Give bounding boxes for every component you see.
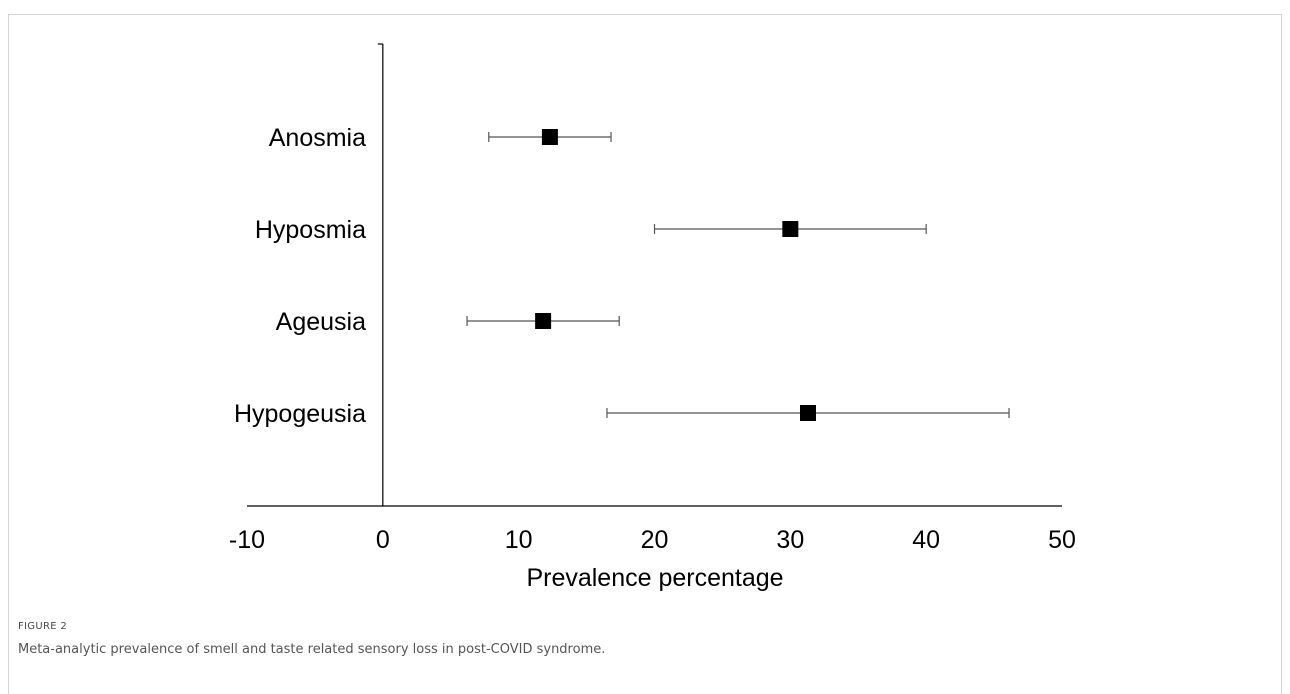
figure-caption: Meta-analytic prevalence of smell and ta…	[18, 642, 606, 657]
figure-label: FIGURE 2	[18, 621, 67, 632]
x-tick-label: 20	[641, 526, 669, 554]
category-label: Anosmia	[269, 124, 366, 152]
category-label: Hypogeusia	[234, 400, 366, 428]
category-label: Hyposmia	[255, 216, 366, 244]
estimate-row	[466, 313, 620, 329]
category-label: Ageusia	[276, 308, 366, 336]
data-marks	[466, 129, 1010, 421]
x-tick-label: 40	[912, 526, 940, 554]
forest-plot: -10 0 10 20 30 40 50 Anosmia Hyposmia Ageusia Hyp…	[229, 43, 1076, 592]
point-estimate-marker	[799, 405, 816, 421]
x-tick-label: 30	[776, 526, 804, 554]
point-estimate-marker	[541, 129, 558, 145]
x-tick-label: -10	[229, 526, 265, 554]
figure-frame	[8, 14, 1282, 694]
estimate-row	[606, 405, 1010, 421]
estimate-row	[653, 221, 927, 237]
estimate-row	[488, 129, 612, 145]
x-tick-label: 50	[1048, 526, 1076, 554]
x-axis-title: Prevalence percentage	[526, 564, 783, 592]
x-tick-labels: -10 0 10 20 30 40 50	[229, 526, 1076, 554]
x-tick-label: 0	[376, 526, 390, 554]
x-tick-label: 10	[505, 526, 533, 554]
category-labels: Anosmia Hyposmia Ageusia Hypogeusia	[234, 124, 366, 428]
point-estimate-marker	[782, 221, 799, 237]
axes	[247, 43, 1062, 507]
point-estimate-marker	[535, 313, 552, 329]
